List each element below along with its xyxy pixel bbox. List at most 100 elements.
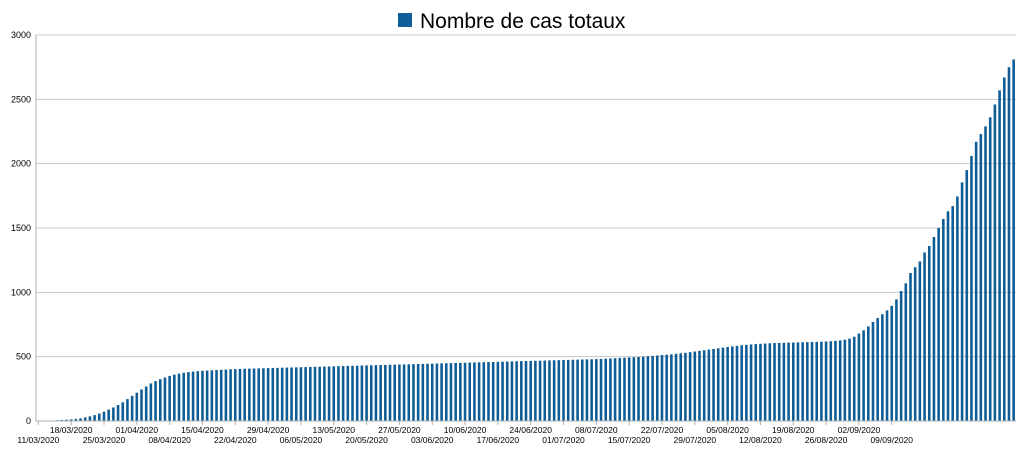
x-tick-label: 01/04/2020 xyxy=(116,425,159,435)
bar xyxy=(660,355,664,421)
bar xyxy=(712,348,715,421)
bar xyxy=(590,359,593,421)
bar xyxy=(224,369,228,421)
bar xyxy=(768,343,772,421)
bar xyxy=(529,360,532,421)
bar xyxy=(271,367,275,421)
legend-swatch xyxy=(398,13,412,27)
bar xyxy=(557,360,561,421)
bar xyxy=(904,283,908,421)
bar xyxy=(674,353,678,421)
bar xyxy=(384,364,387,421)
bar xyxy=(796,342,800,421)
bar xyxy=(876,318,879,421)
bar xyxy=(867,326,870,421)
bar xyxy=(942,218,945,421)
bar xyxy=(294,367,298,421)
bar xyxy=(566,359,570,421)
x-tick-label: 22/07/2020 xyxy=(641,425,684,435)
bar xyxy=(163,377,167,421)
bar xyxy=(135,392,139,421)
bar xyxy=(702,350,706,421)
bar xyxy=(829,341,833,421)
bar xyxy=(890,305,894,421)
bar xyxy=(201,370,204,421)
bar xyxy=(341,366,345,421)
bar xyxy=(154,381,157,421)
bar xyxy=(693,351,697,421)
x-tick-label: 17/06/2020 xyxy=(477,435,520,445)
bar xyxy=(515,361,518,421)
x-tick-label: 05/08/2020 xyxy=(706,425,749,435)
bar xyxy=(576,359,579,421)
x-tick-label: 15/04/2020 xyxy=(181,425,224,435)
x-tick-label: 12/08/2020 xyxy=(739,435,782,445)
bar xyxy=(360,365,364,421)
bar xyxy=(510,361,514,421)
bar xyxy=(548,360,551,421)
x-axis-ticks: 18/03/2020 01/04/2020 15/04/2020 29/04/2020… xyxy=(17,421,913,445)
bar xyxy=(595,359,598,421)
x-tick-label: 10/06/2020 xyxy=(444,425,487,435)
bar xyxy=(524,361,528,421)
bar xyxy=(379,365,382,421)
bar xyxy=(913,267,917,421)
bar xyxy=(745,344,748,421)
bar xyxy=(238,368,242,421)
bar xyxy=(927,246,931,421)
bar xyxy=(126,399,129,421)
bar xyxy=(918,261,922,421)
bar xyxy=(627,357,631,421)
bar xyxy=(637,356,640,421)
bar xyxy=(444,363,448,421)
x-tick-label: 09/09/2020 xyxy=(870,435,913,445)
bar xyxy=(613,358,617,421)
bar xyxy=(1007,67,1011,422)
x-tick-label: 18/03/2020 xyxy=(50,425,93,435)
bar xyxy=(1012,59,1015,422)
bar xyxy=(801,342,804,421)
bar xyxy=(998,90,1001,422)
bar xyxy=(402,364,406,421)
x-tick-label: 29/07/2020 xyxy=(674,435,717,445)
bar xyxy=(435,363,439,421)
bar xyxy=(276,367,279,421)
bar xyxy=(266,368,270,421)
bar xyxy=(332,366,336,421)
bar xyxy=(430,363,434,421)
bar xyxy=(698,350,701,421)
bar xyxy=(960,182,964,421)
bar xyxy=(318,366,321,421)
bar xyxy=(355,365,359,421)
y-tick-label: 500 xyxy=(16,352,31,362)
x-tick-label: 22/04/2020 xyxy=(214,435,257,445)
y-tick-label: 3000 xyxy=(11,30,31,40)
bar xyxy=(759,343,762,421)
bar xyxy=(604,358,608,421)
bar xyxy=(243,368,246,421)
bar xyxy=(815,341,819,421)
bar xyxy=(834,340,837,421)
bars xyxy=(37,59,1015,422)
bar xyxy=(571,359,575,421)
bar xyxy=(196,371,200,421)
x-tick-label: 15/07/2020 xyxy=(608,435,651,445)
bar xyxy=(74,418,78,421)
bar xyxy=(932,237,936,421)
bar xyxy=(534,360,537,421)
bar xyxy=(543,360,547,421)
bar xyxy=(65,419,68,421)
bar xyxy=(618,357,622,421)
legend: Nombre de cas totaux xyxy=(398,10,626,33)
bar xyxy=(670,354,673,421)
bar xyxy=(313,366,317,421)
bar xyxy=(323,366,326,421)
bar xyxy=(60,419,64,421)
bar xyxy=(219,369,223,421)
x-tick-label: 25/03/2020 xyxy=(83,435,126,445)
bar xyxy=(262,368,265,421)
bar xyxy=(1002,77,1006,422)
bar xyxy=(562,360,565,421)
bar xyxy=(501,361,504,421)
